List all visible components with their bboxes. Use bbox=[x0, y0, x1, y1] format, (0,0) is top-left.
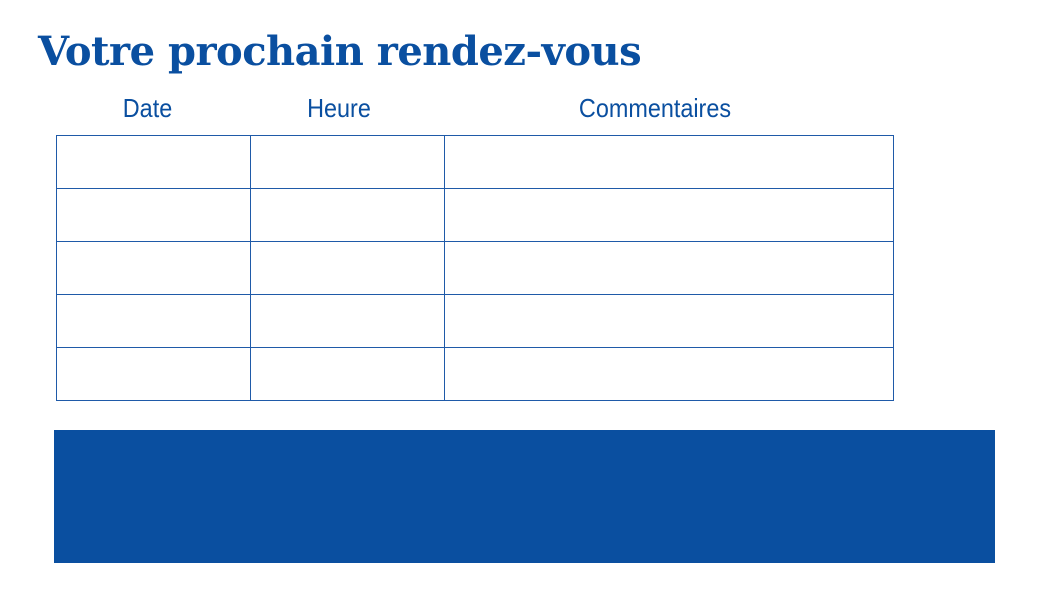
cell-date[interactable] bbox=[56, 347, 251, 401]
table-row bbox=[56, 347, 894, 401]
cell-heure[interactable] bbox=[250, 135, 445, 189]
cell-heure[interactable] bbox=[250, 347, 445, 401]
column-header-date: Date bbox=[122, 93, 173, 123]
table-row bbox=[56, 135, 894, 189]
cell-heure[interactable] bbox=[250, 241, 445, 295]
cell-date[interactable] bbox=[56, 294, 251, 348]
table-row bbox=[56, 241, 894, 295]
page-title: Votre prochain rendez-vous bbox=[38, 28, 642, 75]
cell-date[interactable] bbox=[56, 188, 251, 242]
column-header-heure: Heure bbox=[307, 93, 371, 123]
cell-commentaires[interactable] bbox=[444, 188, 894, 242]
cell-heure[interactable] bbox=[250, 188, 445, 242]
table-row bbox=[56, 188, 894, 242]
cell-date[interactable] bbox=[56, 135, 251, 189]
appointment-table bbox=[56, 135, 894, 401]
cell-date[interactable] bbox=[56, 241, 251, 295]
cell-commentaires[interactable] bbox=[444, 241, 894, 295]
column-header-commentaires: Commentaires bbox=[578, 93, 732, 123]
cell-heure[interactable] bbox=[250, 294, 445, 348]
cell-commentaires[interactable] bbox=[444, 135, 894, 189]
blue-banner bbox=[54, 430, 995, 563]
table-row bbox=[56, 294, 894, 348]
cell-commentaires[interactable] bbox=[444, 347, 894, 401]
cell-commentaires[interactable] bbox=[444, 294, 894, 348]
